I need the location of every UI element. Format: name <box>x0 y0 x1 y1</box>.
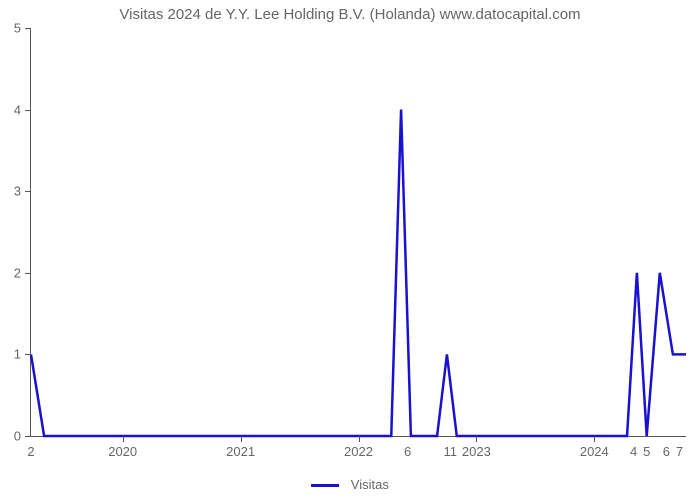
y-tick-label: 0 <box>14 429 21 444</box>
x-tick-label: 2022 <box>344 444 373 459</box>
x-extra-label: 5 <box>643 444 650 459</box>
legend-label: Visitas <box>351 477 389 492</box>
x-tick <box>359 436 360 442</box>
y-tick <box>25 273 31 274</box>
x-extra-label: 6 <box>404 444 411 459</box>
x-tick-label: 2024 <box>580 444 609 459</box>
chart-container: Visitas 2024 de Y.Y. Lee Holding B.V. (H… <box>0 0 700 500</box>
line-series <box>31 28 686 436</box>
x-tick-label: 2021 <box>226 444 255 459</box>
x-tick <box>123 436 124 442</box>
x-tick <box>241 436 242 442</box>
x-extra-label: 11 <box>443 444 457 459</box>
x-tick-label: 2020 <box>108 444 137 459</box>
y-tick <box>25 110 31 111</box>
legend-swatch <box>311 484 339 487</box>
legend: Visitas <box>0 477 700 492</box>
y-tick <box>25 191 31 192</box>
x-tick <box>476 436 477 442</box>
y-tick-label: 4 <box>14 102 21 117</box>
y-tick-label: 1 <box>14 347 21 362</box>
chart-title: Visitas 2024 de Y.Y. Lee Holding B.V. (H… <box>0 6 700 23</box>
y-tick <box>25 28 31 29</box>
x-extra-label: 4 <box>630 444 637 459</box>
x-extra-label: 6 <box>663 444 670 459</box>
series-line <box>31 110 686 436</box>
y-tick <box>25 354 31 355</box>
plot-area: 0123452020202120222023202426114567 <box>30 28 686 437</box>
y-tick-label: 3 <box>14 184 21 199</box>
y-tick-label: 2 <box>14 265 21 280</box>
x-extra-label: 2 <box>27 444 34 459</box>
y-tick <box>25 436 31 437</box>
x-tick <box>594 436 595 442</box>
x-extra-label: 7 <box>676 444 683 459</box>
x-tick-label: 2023 <box>462 444 491 459</box>
y-tick-label: 5 <box>14 21 21 36</box>
